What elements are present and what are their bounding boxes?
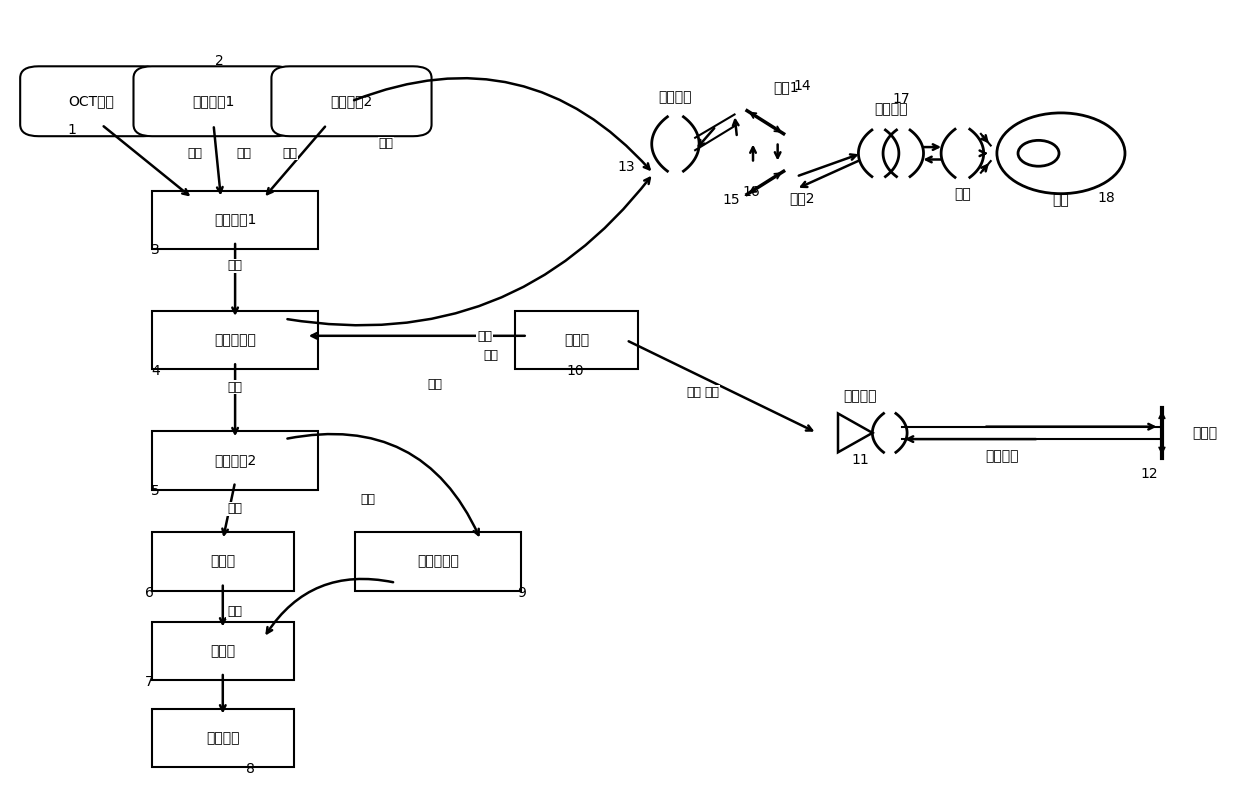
Text: 参考光路: 参考光路 xyxy=(985,449,1018,463)
FancyBboxPatch shape xyxy=(153,431,319,490)
Text: 7: 7 xyxy=(145,675,154,689)
Text: 10: 10 xyxy=(567,363,584,378)
Text: 2: 2 xyxy=(216,54,224,68)
Text: OCT光源: OCT光源 xyxy=(68,94,114,108)
Text: 光切换器2: 光切换器2 xyxy=(215,454,257,467)
Text: 3: 3 xyxy=(151,243,160,257)
Text: 光纤: 光纤 xyxy=(477,330,492,343)
Text: 计算机: 计算机 xyxy=(211,644,236,658)
Text: 1: 1 xyxy=(67,123,77,137)
Text: 5: 5 xyxy=(151,484,160,498)
Text: 振镜2: 振镜2 xyxy=(790,192,815,206)
Text: 目镜: 目镜 xyxy=(954,188,971,202)
Text: 光切换器1: 光切换器1 xyxy=(215,213,257,227)
Text: 光纤: 光纤 xyxy=(227,259,242,272)
Text: 反射镜: 反射镜 xyxy=(1193,426,1218,440)
Text: 光纤: 光纤 xyxy=(283,147,298,160)
Text: 4: 4 xyxy=(151,363,160,378)
Text: 14: 14 xyxy=(794,78,811,93)
Text: 光纤: 光纤 xyxy=(227,502,242,516)
Text: 15: 15 xyxy=(722,193,740,207)
Text: 光纤: 光纤 xyxy=(687,386,702,399)
Text: 16: 16 xyxy=(743,185,760,199)
Text: 11: 11 xyxy=(852,453,869,467)
Text: 准直透镜: 准直透镜 xyxy=(843,389,877,403)
FancyBboxPatch shape xyxy=(272,66,432,137)
Text: 光纤: 光纤 xyxy=(360,493,374,506)
Text: 光纤: 光纤 xyxy=(428,378,443,391)
Text: 光纤: 光纤 xyxy=(378,137,393,151)
Text: 光纤: 光纤 xyxy=(227,381,242,393)
Text: 18: 18 xyxy=(1097,192,1116,206)
Text: 光纤耦合器: 光纤耦合器 xyxy=(215,333,255,347)
Text: 17: 17 xyxy=(892,92,910,106)
Text: 12: 12 xyxy=(1141,467,1158,481)
Text: 人眼: 人眼 xyxy=(1053,193,1069,207)
FancyBboxPatch shape xyxy=(153,622,294,680)
Text: 眼底光源1: 眼底光源1 xyxy=(192,94,234,108)
Text: 光纤: 光纤 xyxy=(187,147,202,160)
Text: 13: 13 xyxy=(618,160,635,174)
Text: 准直透镜: 准直透镜 xyxy=(658,90,692,104)
Text: 光纤: 光纤 xyxy=(227,605,242,618)
Text: 扫描透镜: 扫描透镜 xyxy=(874,102,908,116)
Text: 光谱仪: 光谱仪 xyxy=(211,554,236,568)
Text: 光开关: 光开关 xyxy=(564,333,589,347)
FancyBboxPatch shape xyxy=(153,311,319,369)
FancyBboxPatch shape xyxy=(153,709,294,767)
Text: 振镜1: 振镜1 xyxy=(774,80,799,94)
FancyBboxPatch shape xyxy=(153,532,294,590)
Text: 光纤: 光纤 xyxy=(704,386,720,399)
Text: 光纤: 光纤 xyxy=(237,147,252,160)
Text: 眼底光源2: 眼底光源2 xyxy=(330,94,373,108)
FancyBboxPatch shape xyxy=(516,311,639,369)
FancyBboxPatch shape xyxy=(134,66,294,137)
Text: 9: 9 xyxy=(517,586,526,600)
Text: 6: 6 xyxy=(145,586,154,600)
Text: 光电探测器: 光电探测器 xyxy=(418,554,459,568)
FancyBboxPatch shape xyxy=(355,532,522,590)
Text: 光纤: 光纤 xyxy=(484,349,498,362)
Text: 8: 8 xyxy=(246,762,255,776)
FancyBboxPatch shape xyxy=(153,191,319,249)
FancyBboxPatch shape xyxy=(20,66,161,137)
Text: 控制电路: 控制电路 xyxy=(206,731,239,745)
